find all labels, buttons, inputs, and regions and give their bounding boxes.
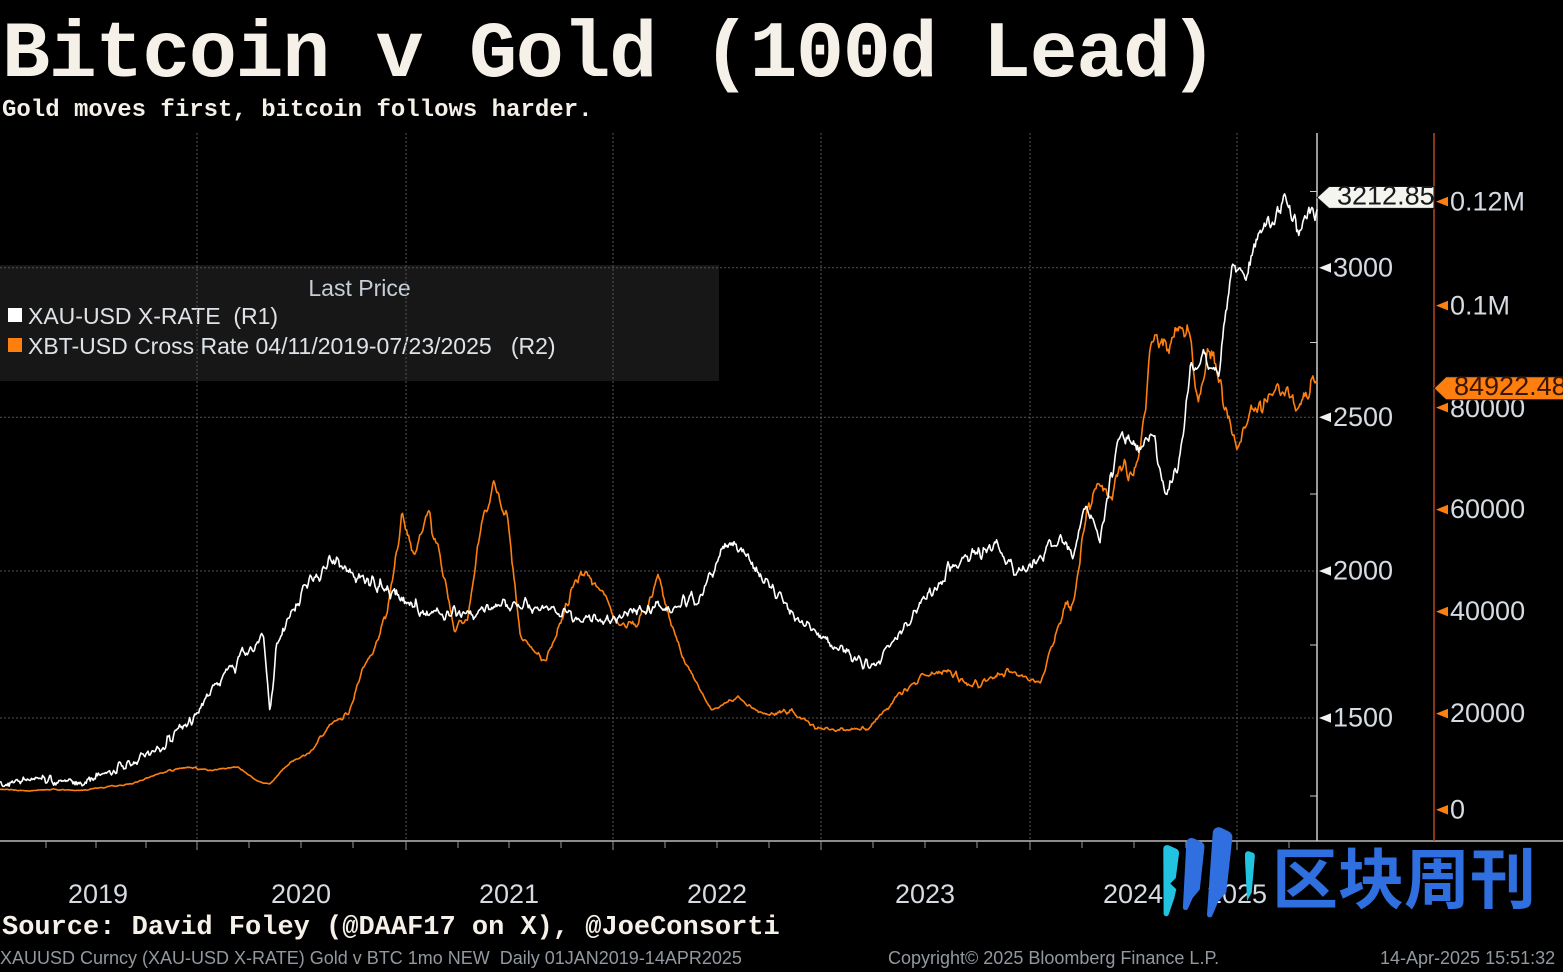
- svg-text:区块周刊: 区块周刊: [1272, 827, 1536, 923]
